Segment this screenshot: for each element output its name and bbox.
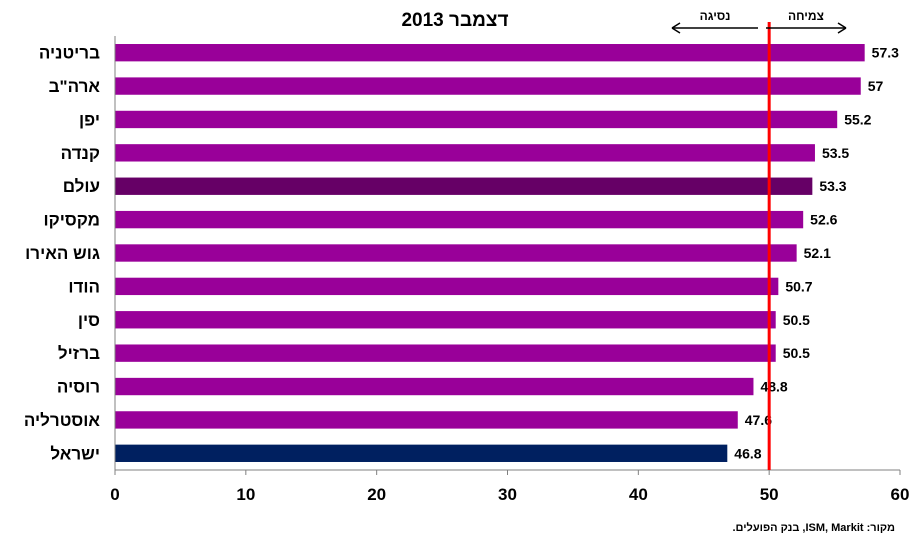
x-tick-label: 10 <box>236 485 255 504</box>
bar <box>115 377 754 396</box>
bar <box>115 110 838 129</box>
category-label: אוסטרליה <box>24 411 100 430</box>
category-label: עולם <box>63 177 100 196</box>
category-label: קנדה <box>61 144 100 163</box>
bar <box>115 411 738 429</box>
bars-group <box>115 44 865 462</box>
x-tick-label: 30 <box>498 485 517 504</box>
category-label: ישראל <box>50 444 100 463</box>
bar <box>115 44 865 62</box>
value-label: 52.1 <box>804 245 831 261</box>
category-labels-group: בריטניה ארה"ב יפן קנדה עולם מקסיקו גוש האירו הו… <box>24 44 100 464</box>
category-label: בריטניה <box>39 44 100 63</box>
x-tick-label: 60 <box>891 485 910 504</box>
contraction-arrowhead <box>671 22 681 34</box>
bar <box>115 177 813 195</box>
category-label: מקסיקו <box>43 211 100 230</box>
value-label: 47.6 <box>745 412 772 428</box>
bar <box>115 444 728 462</box>
bar <box>115 311 776 329</box>
bar <box>115 344 776 362</box>
growth-label: צמיחה <box>788 9 824 23</box>
x-tick-label: 0 <box>110 485 119 504</box>
value-label: 55.2 <box>844 111 871 127</box>
category-label: יפן <box>79 110 100 129</box>
x-tick-label: 40 <box>629 485 648 504</box>
bar <box>115 210 804 229</box>
x-ticks-group: 0 10 20 30 40 50 60 <box>110 470 909 504</box>
category-label: ברזיל <box>58 344 100 363</box>
x-tick-label: 50 <box>760 485 779 504</box>
value-labels-group: 57.3 57 55.2 53.5 53.3 52.6 52.1 50.7 50.5 50.5 48… <box>734 45 899 462</box>
value-label: 52.6 <box>810 212 837 228</box>
value-label: 46.8 <box>734 445 761 461</box>
growth-arrowhead <box>837 22 847 34</box>
category-label: גוש האירו <box>25 244 100 263</box>
category-label: רוסיה <box>57 378 100 397</box>
contraction-label: נסיגה <box>700 9 731 23</box>
bar <box>115 144 815 162</box>
source-note: מקור: ISM, Markit, בנק הפועלים. <box>732 522 895 534</box>
category-label: ארה"ב <box>49 77 101 96</box>
category-label: סין <box>78 311 100 330</box>
bar <box>115 77 861 95</box>
bar <box>115 244 797 262</box>
value-label: 57.3 <box>872 45 899 61</box>
value-label: 50.7 <box>785 278 812 294</box>
bar <box>115 277 779 296</box>
value-label: 50.5 <box>783 312 810 328</box>
category-label: הודו <box>68 277 100 296</box>
value-label: 50.5 <box>783 345 810 361</box>
value-label: 57 <box>868 78 884 94</box>
value-label: 53.5 <box>822 145 849 161</box>
value-label: 48.8 <box>760 379 787 395</box>
chart-title: דצמבר 2013 <box>401 10 508 31</box>
value-label: 53.3 <box>819 178 846 194</box>
x-tick-label: 20 <box>367 485 386 504</box>
